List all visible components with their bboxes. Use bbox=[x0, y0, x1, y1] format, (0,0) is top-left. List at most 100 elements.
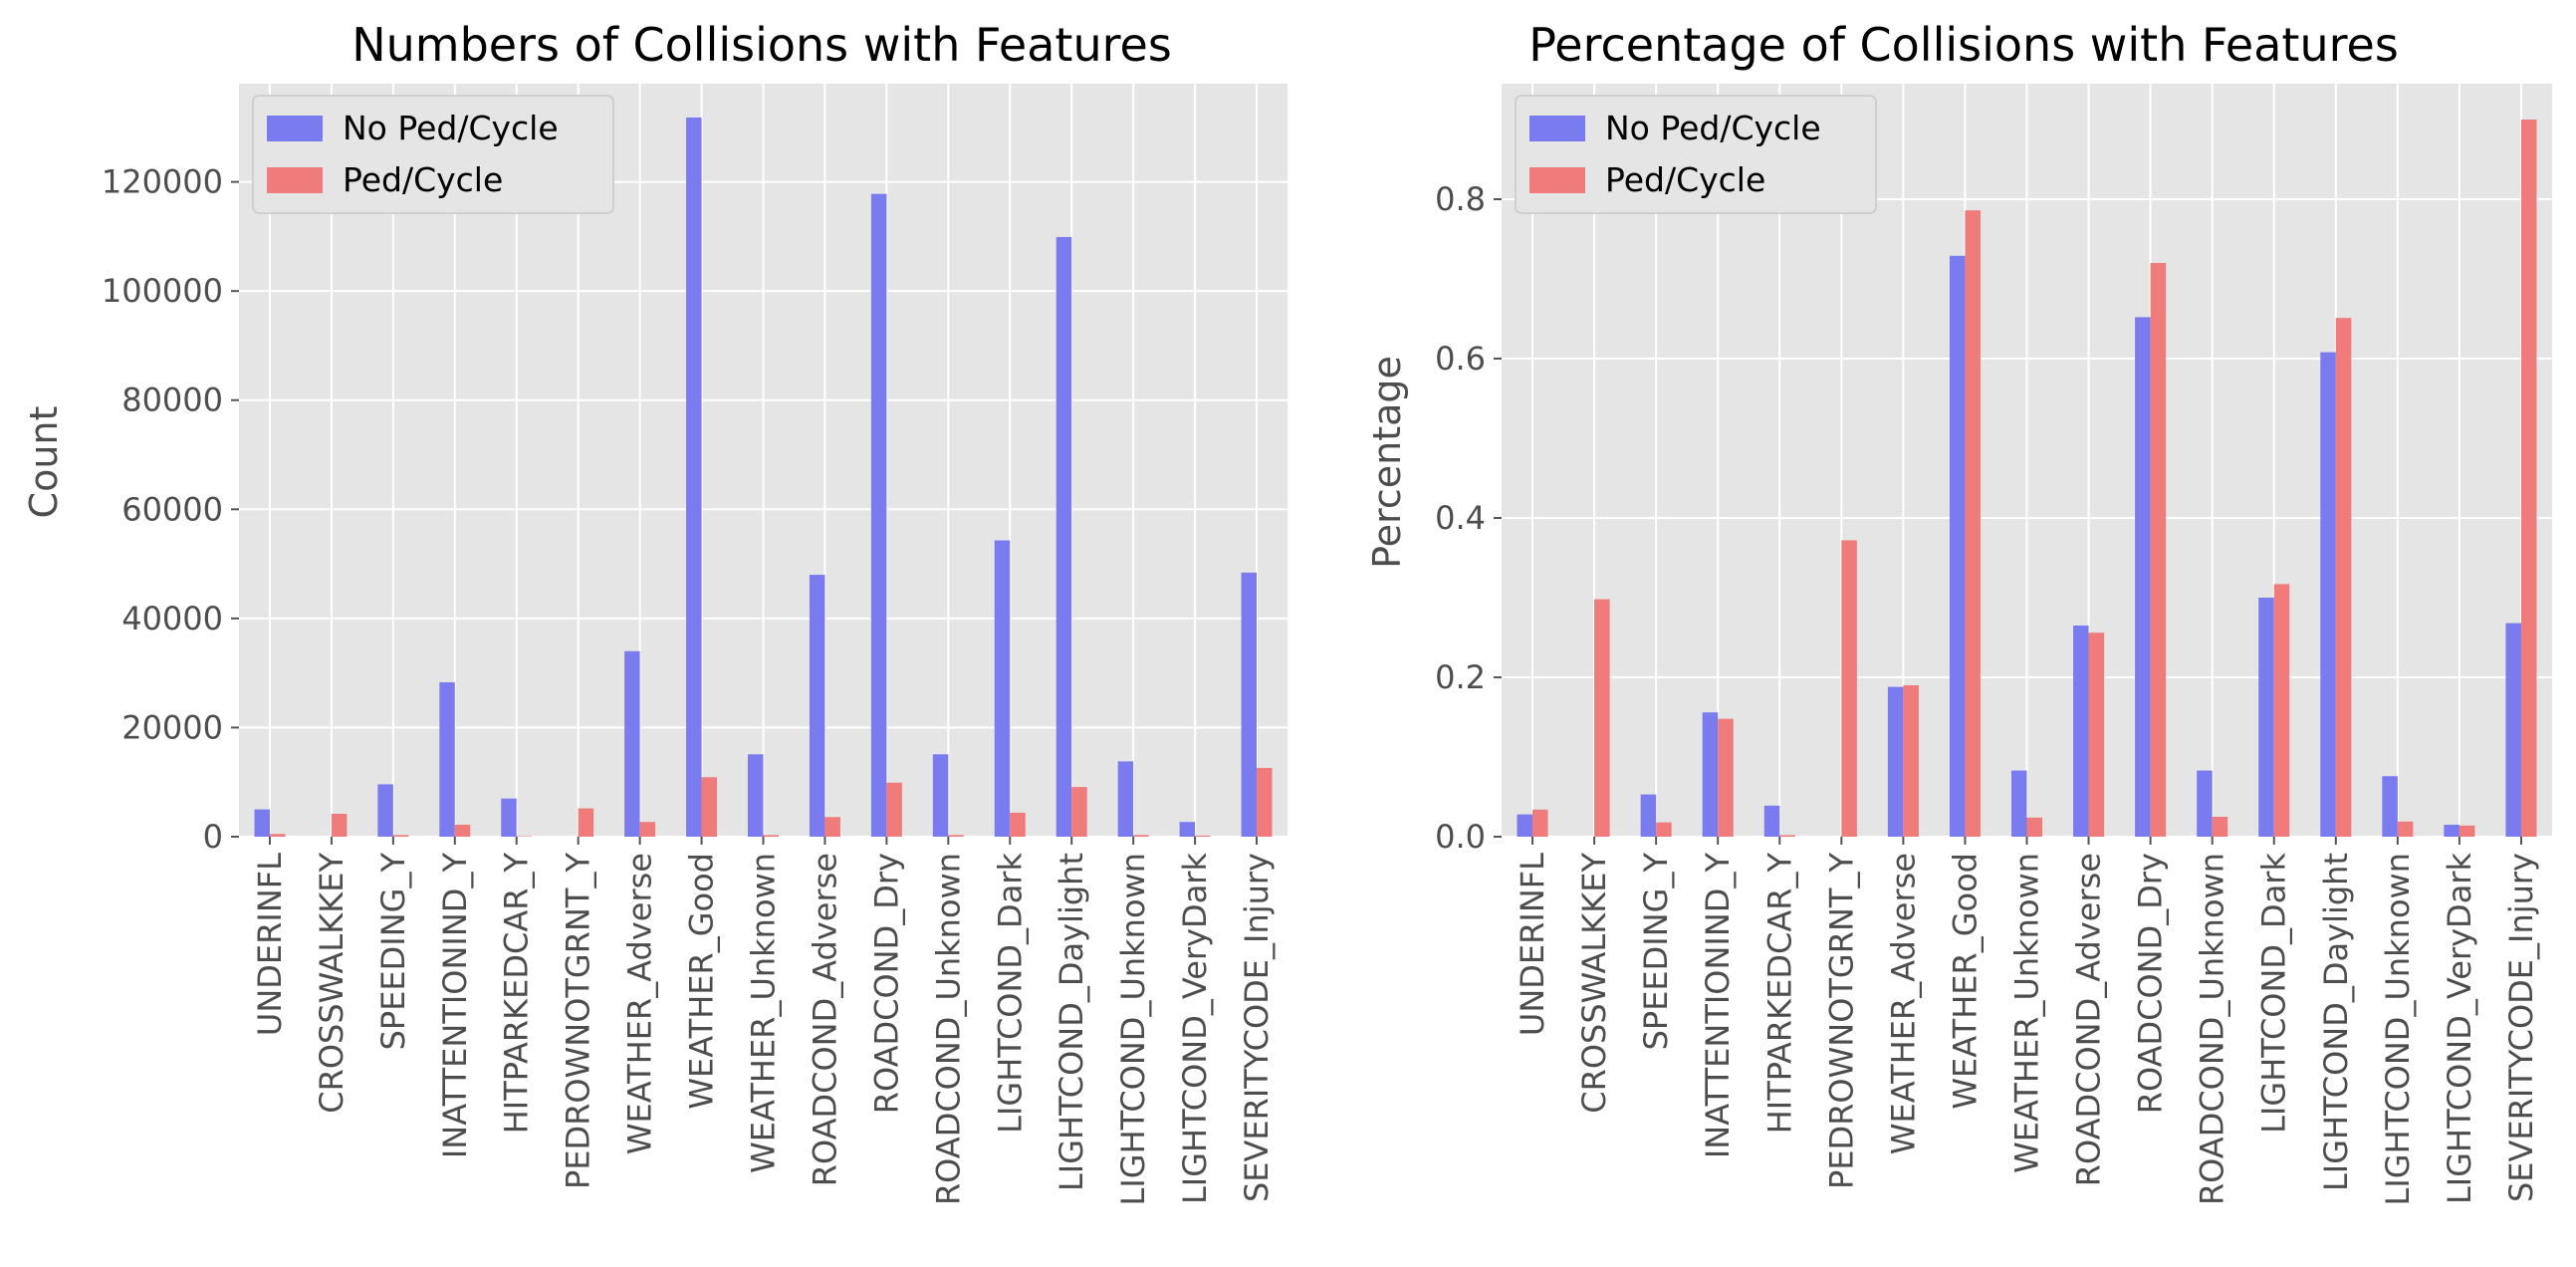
x-tick-label: HITPARKEDCAR_Y bbox=[1760, 853, 1798, 1135]
y-tick-label: 60000 bbox=[121, 490, 223, 528]
chart-counts-ylabel: Count bbox=[22, 406, 66, 519]
bar-ped-cycle-lightcond-verydark bbox=[2459, 825, 2475, 837]
legend-swatch bbox=[1529, 167, 1585, 193]
x-tick-label: LIGHTCOND_Unknown bbox=[2379, 853, 2417, 1205]
bar-ped-cycle-hitparkedcar-y bbox=[1779, 835, 1795, 837]
bar-no-ped-cycle-roadcond-unknown bbox=[2197, 770, 2213, 837]
legend-swatch bbox=[267, 116, 323, 141]
counts-bars bbox=[254, 117, 1273, 838]
bar-ped-cycle-lightcond-dark bbox=[1010, 812, 1026, 837]
bar-ped-cycle-severitycode-injury bbox=[1257, 767, 1273, 837]
bar-no-ped-cycle-hitparkedcar-y bbox=[1763, 805, 1780, 837]
bar-ped-cycle-crosswalkkey bbox=[331, 813, 348, 837]
x-tick-label: LIGHTCOND_Dark bbox=[2255, 853, 2293, 1134]
bar-no-ped-cycle-roadcond-adverse bbox=[809, 575, 825, 837]
bar-ped-cycle-roadcond-adverse bbox=[824, 817, 840, 837]
bar-ped-cycle-weather-good bbox=[701, 777, 718, 837]
bar-ped-cycle-inattentionind-y bbox=[454, 824, 471, 837]
y-tick-label: 0.4 bbox=[1435, 499, 1486, 537]
legend-swatch bbox=[1529, 116, 1585, 141]
x-tick-label: UNDERINFL bbox=[251, 853, 289, 1036]
bar-ped-cycle-roadcond-unknown bbox=[2212, 817, 2228, 837]
counts-x-ticks: UNDERINFL CROSSWALKKEY SPEEDING_Y INATTENTI… bbox=[251, 837, 1276, 1205]
x-tick-label: LIGHTCOND_VeryDark bbox=[2441, 853, 2478, 1205]
bar-ped-cycle-roadcond-dry bbox=[2150, 263, 2167, 837]
bar-no-ped-cycle-underinfl bbox=[1517, 814, 1533, 837]
x-tick-label: SEVERITYCODE_Injury bbox=[1238, 853, 1276, 1202]
bar-no-ped-cycle-roadcond-adverse bbox=[2073, 626, 2089, 837]
x-tick-label: ROADCOND_Adverse bbox=[806, 853, 843, 1186]
x-tick-label: HITPARKEDCAR_Y bbox=[498, 853, 536, 1135]
bar-no-ped-cycle-weather-good bbox=[1949, 255, 1966, 837]
bar-no-ped-cycle-weather-adverse bbox=[624, 650, 640, 837]
x-tick-label: UNDERINFL bbox=[1514, 853, 1551, 1036]
legend-label: Ped/Cycle bbox=[343, 160, 503, 199]
bar-ped-cycle-pedrownotgrnt-y bbox=[1841, 540, 1857, 837]
bar-ped-cycle-roadcond-dry bbox=[886, 782, 902, 837]
bar-ped-cycle-roadcond-adverse bbox=[2088, 633, 2105, 837]
bar-no-ped-cycle-lightcond-daylight bbox=[1055, 236, 1072, 837]
bar-no-ped-cycle-lightcond-dark bbox=[2258, 598, 2274, 837]
x-tick-label: SPEEDING_Y bbox=[374, 853, 412, 1051]
bar-no-ped-cycle-roadcond-dry bbox=[870, 193, 887, 837]
bar-no-ped-cycle-lightcond-daylight bbox=[2320, 352, 2336, 837]
y-tick-label: 0.0 bbox=[1435, 818, 1486, 856]
bar-ped-cycle-lightcond-unknown bbox=[2397, 821, 2414, 837]
legend-label: No Ped/Cycle bbox=[343, 109, 559, 147]
x-tick-label: SPEEDING_Y bbox=[1637, 853, 1675, 1051]
bar-ped-cycle-inattentionind-y bbox=[1718, 718, 1734, 837]
y-tick-label: 0 bbox=[203, 818, 223, 856]
bar-ped-cycle-weather-unknown bbox=[763, 835, 779, 837]
bar-no-ped-cycle-lightcond-verydark bbox=[2444, 825, 2459, 837]
x-tick-label: WEATHER_Adverse bbox=[1884, 853, 1922, 1154]
y-tick-label: 80000 bbox=[121, 381, 223, 419]
x-tick-label: LIGHTCOND_Dark bbox=[991, 853, 1029, 1134]
y-tick-label: 20000 bbox=[121, 708, 223, 746]
y-tick-label: 0.8 bbox=[1435, 180, 1486, 218]
x-tick-label: INATTENTIONIND_Y bbox=[436, 853, 474, 1159]
bar-no-ped-cycle-lightcond-dark bbox=[994, 540, 1011, 837]
legend-swatch bbox=[267, 167, 323, 193]
bar-no-ped-cycle-speeding-y bbox=[1640, 794, 1657, 837]
x-tick-label: SEVERITYCODE_Injury bbox=[2502, 853, 2540, 1202]
x-tick-label: WEATHER_Good bbox=[683, 853, 721, 1110]
bar-ped-cycle-lightcond-unknown bbox=[1133, 835, 1149, 837]
bar-ped-cycle-weather-adverse bbox=[639, 822, 656, 837]
x-tick-label: ROADCOND_Dry bbox=[2132, 853, 2170, 1114]
x-tick-label: ROADCOND_Unknown bbox=[2194, 853, 2231, 1205]
bar-ped-cycle-underinfl bbox=[1532, 809, 1548, 837]
bar-no-ped-cycle-inattentionind-y bbox=[439, 681, 455, 837]
x-tick-label: WEATHER_Unknown bbox=[2008, 853, 2046, 1173]
x-tick-label: ROADCOND_Unknown bbox=[929, 853, 967, 1205]
x-tick-label: WEATHER_Adverse bbox=[621, 853, 659, 1154]
bar-no-ped-cycle-speeding-y bbox=[377, 784, 393, 837]
counts-legend: No Ped/Cycle Ped/Cycle bbox=[252, 95, 614, 214]
bar-no-ped-cycle-underinfl bbox=[254, 809, 270, 837]
bar-no-ped-cycle-inattentionind-y bbox=[1702, 712, 1719, 837]
x-tick-label: LIGHTCOND_Daylight bbox=[1053, 853, 1090, 1191]
percentage-y-ticks: 0.0 0.2 0.4 0.6 0.8 bbox=[1435, 180, 1502, 856]
bar-no-ped-cycle-roadcond-dry bbox=[2135, 317, 2151, 837]
legend-box bbox=[252, 95, 614, 214]
x-tick-label: LIGHTCOND_Daylight bbox=[2317, 853, 2355, 1191]
x-tick-label: PEDROWNOTGRNT_Y bbox=[560, 853, 597, 1189]
legend-label: Ped/Cycle bbox=[1605, 160, 1765, 199]
bar-no-ped-cycle-weather-adverse bbox=[1887, 686, 1904, 837]
y-tick-label: 120000 bbox=[102, 163, 223, 201]
bar-ped-cycle-pedrownotgrnt-y bbox=[578, 808, 594, 837]
bar-ped-cycle-hitparkedcar-y bbox=[516, 836, 533, 837]
x-tick-label: WEATHER_Good bbox=[1946, 853, 1984, 1110]
bar-ped-cycle-weather-unknown bbox=[2026, 817, 2043, 837]
bar-no-ped-cycle-weather-good bbox=[686, 117, 702, 838]
legend-box bbox=[1515, 95, 1877, 214]
y-tick-label: 0.6 bbox=[1435, 340, 1486, 378]
bar-ped-cycle-lightcond-daylight bbox=[2335, 318, 2352, 837]
x-tick-label: ROADCOND_Adverse bbox=[2070, 853, 2108, 1186]
bar-ped-cycle-weather-adverse bbox=[1903, 685, 1919, 837]
x-tick-label: CROSSWALKKEY bbox=[1575, 853, 1613, 1114]
x-tick-label: INATTENTIONIND_Y bbox=[1699, 853, 1737, 1159]
y-tick-label: 100000 bbox=[102, 272, 223, 310]
bar-no-ped-cycle-lightcond-unknown bbox=[2382, 776, 2398, 837]
x-tick-label: LIGHTCOND_VeryDark bbox=[1176, 853, 1214, 1205]
x-tick-label: WEATHER_Unknown bbox=[745, 853, 783, 1173]
